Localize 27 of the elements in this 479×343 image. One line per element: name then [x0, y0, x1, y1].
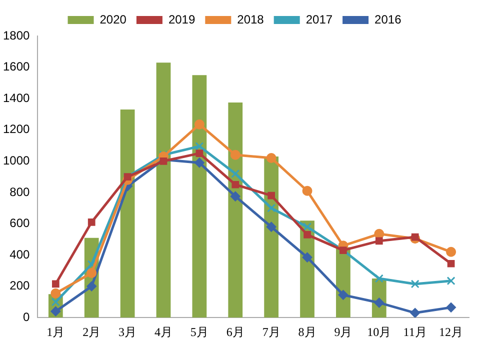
- y-tick-label: 1200: [2, 122, 30, 136]
- x-tick-label: 12月: [439, 324, 464, 339]
- y-tick-label: 200: [10, 278, 30, 293]
- y-tick-label: 1400: [2, 90, 30, 105]
- legend-label: 2017: [306, 12, 333, 26]
- y-tick-label: 1000: [2, 153, 30, 168]
- legend-label: 2018: [237, 12, 264, 26]
- x-tick-label: 4月: [154, 324, 172, 339]
- x-tick-label: 1月: [46, 324, 65, 339]
- y-tick-label: 600: [10, 216, 30, 230]
- x-tick-label: 2月: [82, 324, 101, 339]
- x-tick-label: 10月: [367, 324, 392, 339]
- y-tick-label: 400: [10, 247, 30, 262]
- x-tick-label: 6月: [226, 324, 244, 339]
- x-tick-label: 8月: [298, 324, 316, 339]
- legend-label: 2019: [168, 12, 196, 26]
- y-tick-label: 1600: [2, 60, 30, 74]
- x-tick-label: 11月: [403, 324, 427, 339]
- y-tick-label: 0: [23, 310, 30, 324]
- x-tick-label: 5月: [190, 324, 208, 339]
- legend-label: 2016: [374, 12, 402, 26]
- y-tick-label: 800: [10, 184, 30, 199]
- x-tick-label: 7月: [262, 324, 280, 339]
- legend-label: 2020: [100, 12, 127, 26]
- x-tick-label: 9月: [334, 324, 352, 339]
- x-tick-label: 3月: [118, 324, 137, 339]
- y-tick-label: 1800: [2, 28, 30, 42]
